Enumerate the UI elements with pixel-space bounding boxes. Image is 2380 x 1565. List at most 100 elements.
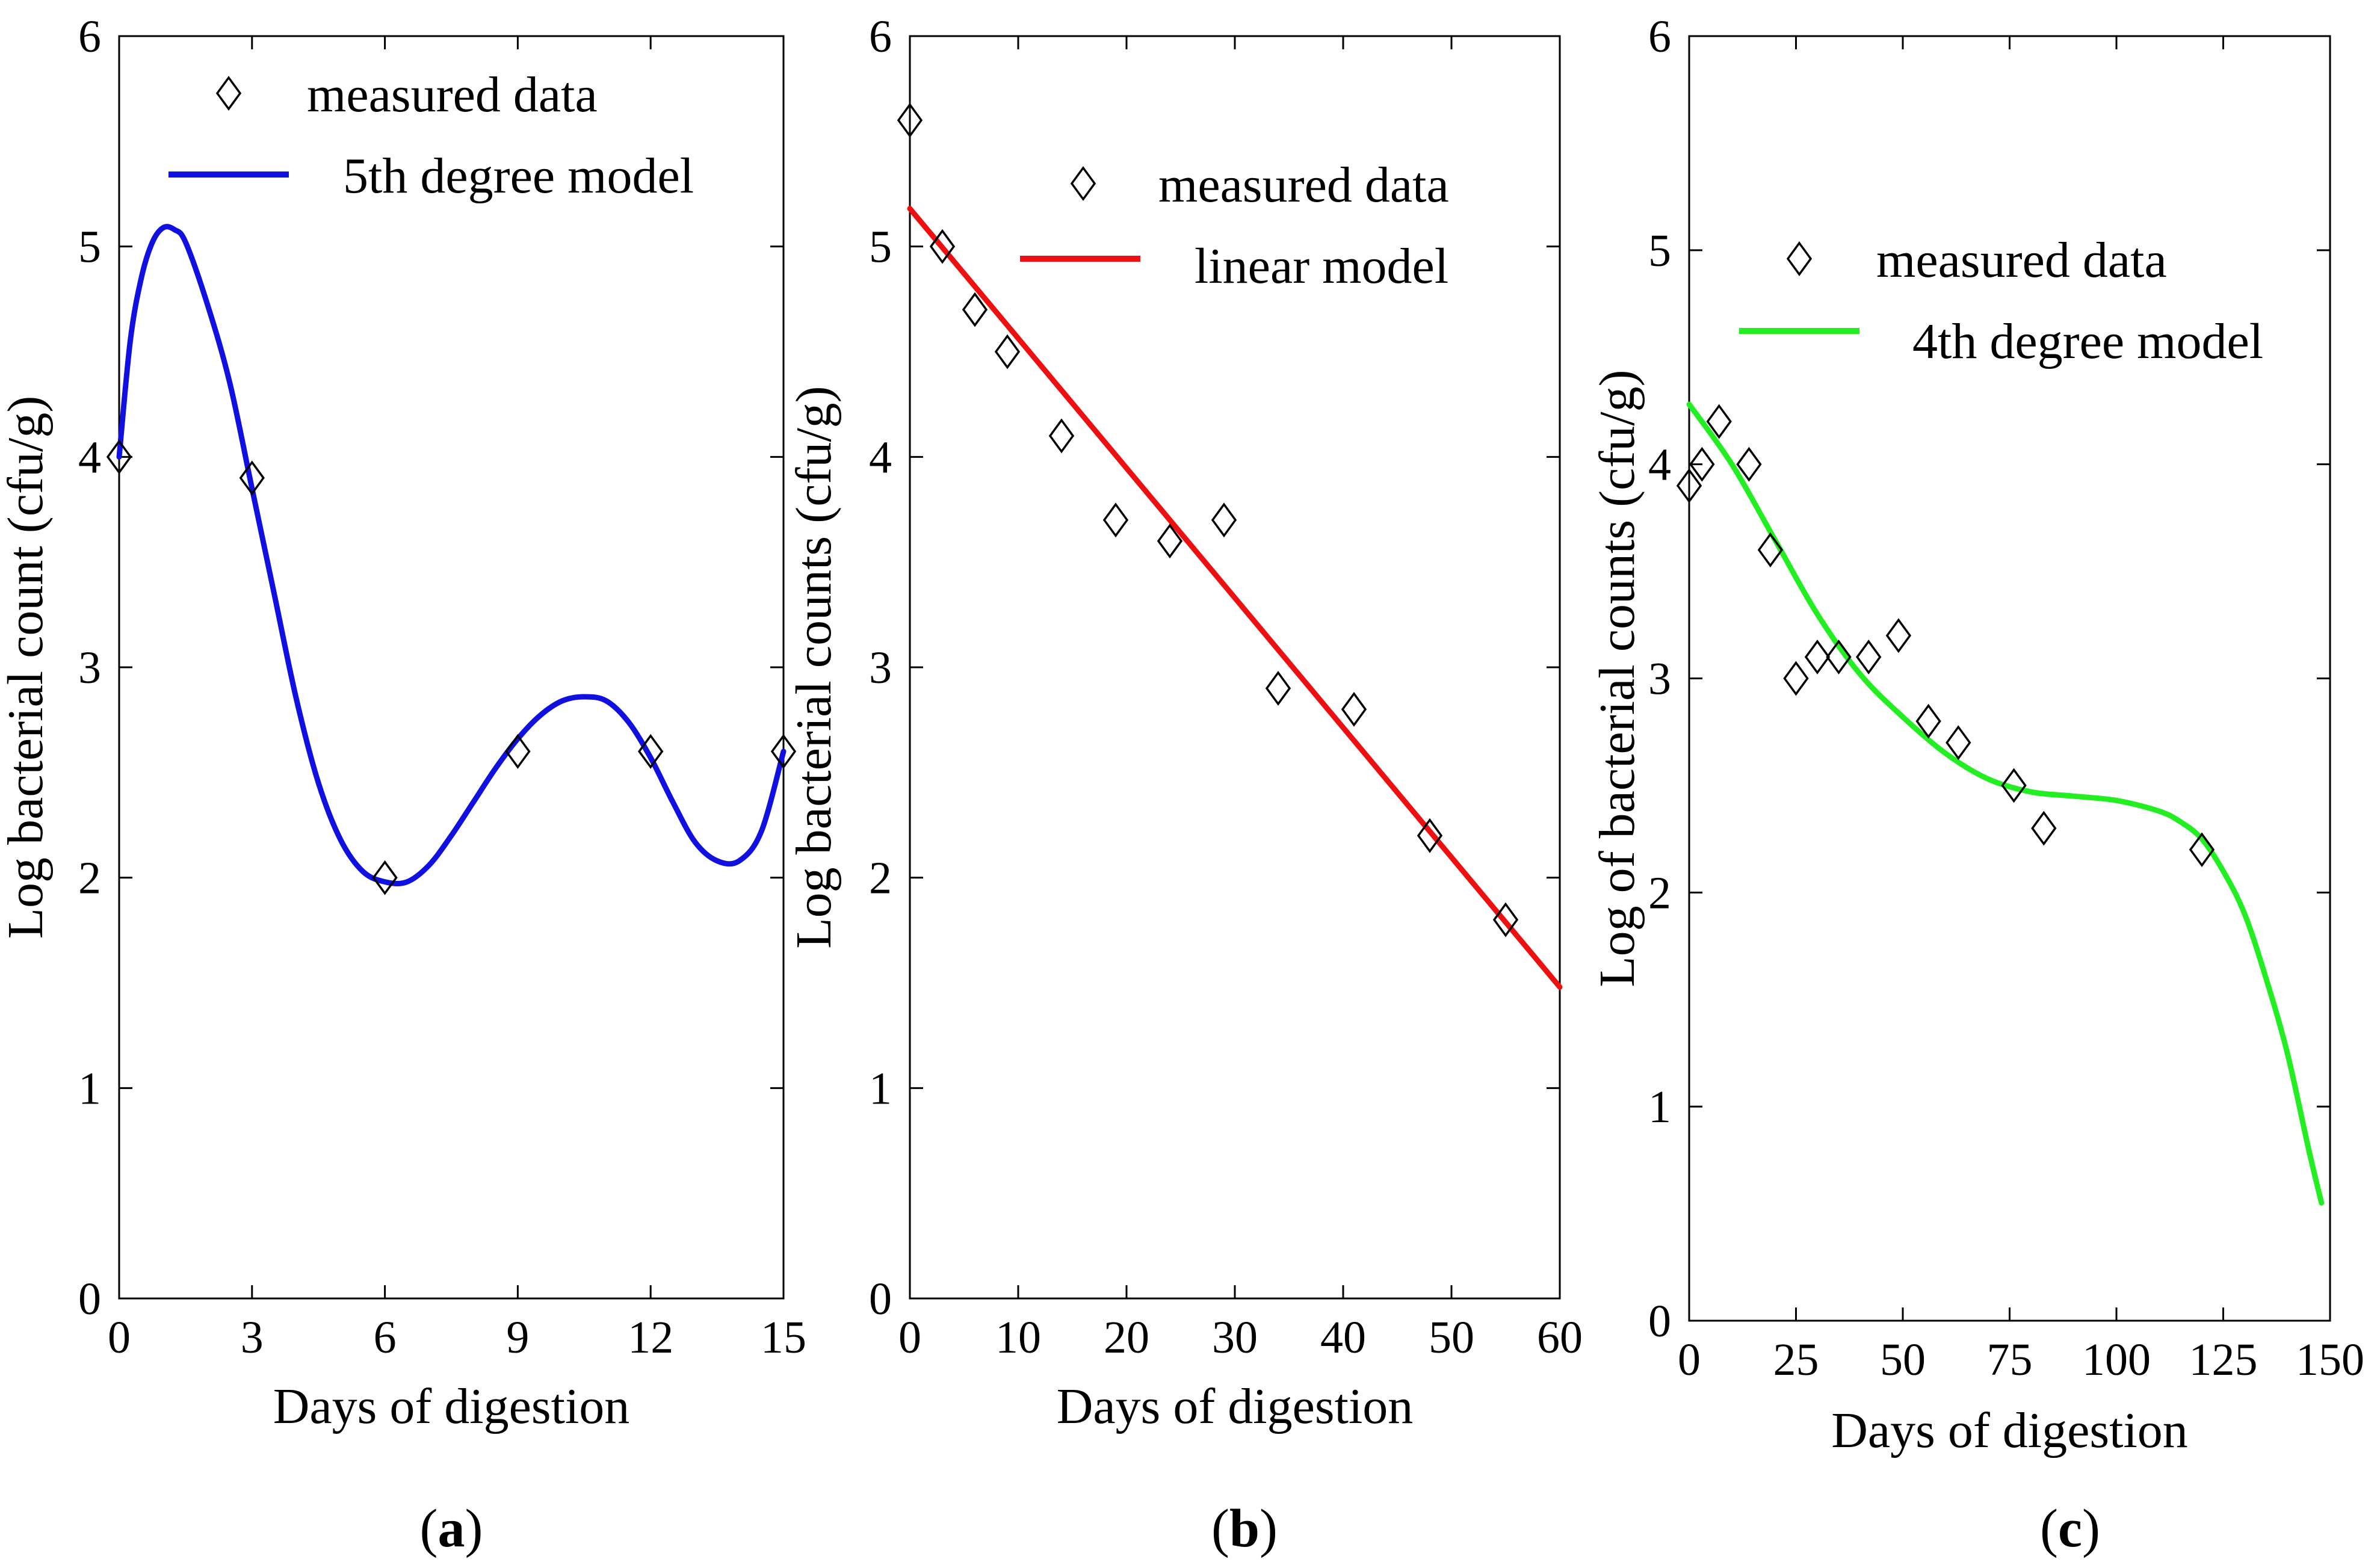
panel-b: 0 10 20 30 40 50 60 0 1 2 3 4 5 6 Days of digestion Log… [786,11,1583,1558]
data-point [1157,523,1183,559]
y-axis-label: Log bacterial counts (cfu/g) [786,386,842,948]
y-tick-label: 0 [1648,1296,1671,1347]
data-point [1676,468,1702,504]
y-tick-label: 3 [78,643,101,693]
y-tick-label: 2 [78,853,101,904]
x-tick-label: 0 [1678,1335,1701,1385]
y-tick-label: 1 [1648,1082,1671,1132]
caption-open: ( [1211,1499,1229,1558]
x-tick-label: 6 [374,1312,397,1363]
y-tick-label: 4 [78,432,101,483]
x-tick-label: 150 [2296,1335,2364,1385]
x-tick-label: 50 [1880,1335,1926,1385]
caption-letter: b [1229,1499,1260,1558]
data-point [1048,418,1075,454]
model-curve [907,206,1563,990]
data-point [2001,768,2027,803]
x-tick-label: 9 [506,1312,529,1363]
x-tick-label: 0 [898,1312,921,1363]
data-point [372,860,398,895]
data-point [897,102,923,138]
x-tick-label: 15 [761,1312,806,1363]
data-point [994,334,1021,369]
data-point [1211,502,1237,538]
data-point [2189,832,2215,868]
data-point [1946,725,1971,761]
data-point [1492,902,1519,937]
y-tick-label: 3 [1648,654,1671,705]
caption-letter: c [2058,1499,2082,1558]
legend: measured data linear model [1020,157,1449,294]
y-tick-label: 1 [78,1063,101,1114]
panel-caption: (b) [1211,1499,1278,1558]
model-curve [116,224,787,886]
caption-close: ) [1260,1499,1278,1558]
data-point [1417,818,1443,853]
y-tick-label: 4 [869,432,892,483]
data-point [505,733,531,769]
legend-marker [1070,166,1096,201]
data-point [1265,671,1291,706]
data-point [1826,639,1852,674]
data-point [1341,691,1367,727]
data-point [770,733,797,769]
caption-open: ( [2040,1499,2058,1558]
y-tick-label: 6 [1648,11,1671,62]
x-axis-label: Days of digestion [1057,1378,1414,1434]
data-point [1783,661,1809,696]
x-tick-label: 50 [1429,1312,1474,1363]
y-tick-label: 2 [1648,868,1671,918]
caption-close: ) [465,1499,483,1558]
data-point [1706,404,1732,439]
caption-close: ) [2082,1499,2100,1558]
x-axis-label: Days of digestion [1831,1403,2188,1459]
data-point [962,292,988,327]
data-point [1915,703,1941,739]
y-tick-label: 5 [1648,226,1671,276]
data-point [1102,502,1129,538]
legend-label: 4th degree model [1912,313,2263,369]
x-tick-label: 125 [2189,1335,2258,1385]
data-point [2031,810,2057,846]
plot-frame [118,35,785,1300]
x-tick-label: 25 [1773,1335,1819,1385]
y-tick-label: 1 [869,1063,892,1114]
y-tick-label: 3 [869,643,892,693]
x-tick-label: 100 [2082,1335,2151,1385]
y-tick-label: 5 [78,222,101,273]
y-tick-label: 2 [869,853,892,904]
caption-open: ( [420,1499,438,1558]
legend-label: measured data [1158,157,1449,213]
panel-c: 0 25 50 75 100 125 150 0 1 2 3 4 5 6 Days of digestion… [1589,11,2364,1558]
data-point [638,733,664,769]
x-tick-label: 20 [1104,1312,1149,1363]
legend-marker [1786,241,1813,276]
legend-label: measured data [1876,232,2167,288]
data-point [1856,639,1882,674]
panel-caption: (c) [2040,1499,2100,1558]
legend-label: measured data [307,67,598,123]
y-tick-label: 0 [869,1274,892,1324]
x-tick-label: 40 [1320,1312,1366,1363]
data-point [929,229,956,264]
legend: measured data 5th degree model [168,67,694,204]
data-point [1804,639,1831,674]
x-axis-label: Days of digestion [273,1378,630,1434]
data-point [1885,618,1912,653]
model-curve [1686,401,2325,1206]
data-point [1736,446,1762,482]
y-tick-label: 5 [869,222,892,273]
x-tick-label: 10 [995,1312,1041,1363]
y-axis-label: Log bacterial count (cfu/g) [0,396,54,939]
data-point [1689,446,1715,482]
legend-marker [215,76,242,111]
y-tick-label: 6 [869,11,892,62]
x-tick-label: 12 [628,1312,673,1363]
y-tick-label: 4 [1648,440,1671,490]
x-tick-label: 30 [1212,1312,1258,1363]
x-tick-label: 60 [1537,1312,1583,1363]
legend-label: linear model [1195,238,1448,294]
x-tick-label: 75 [1987,1335,2033,1385]
